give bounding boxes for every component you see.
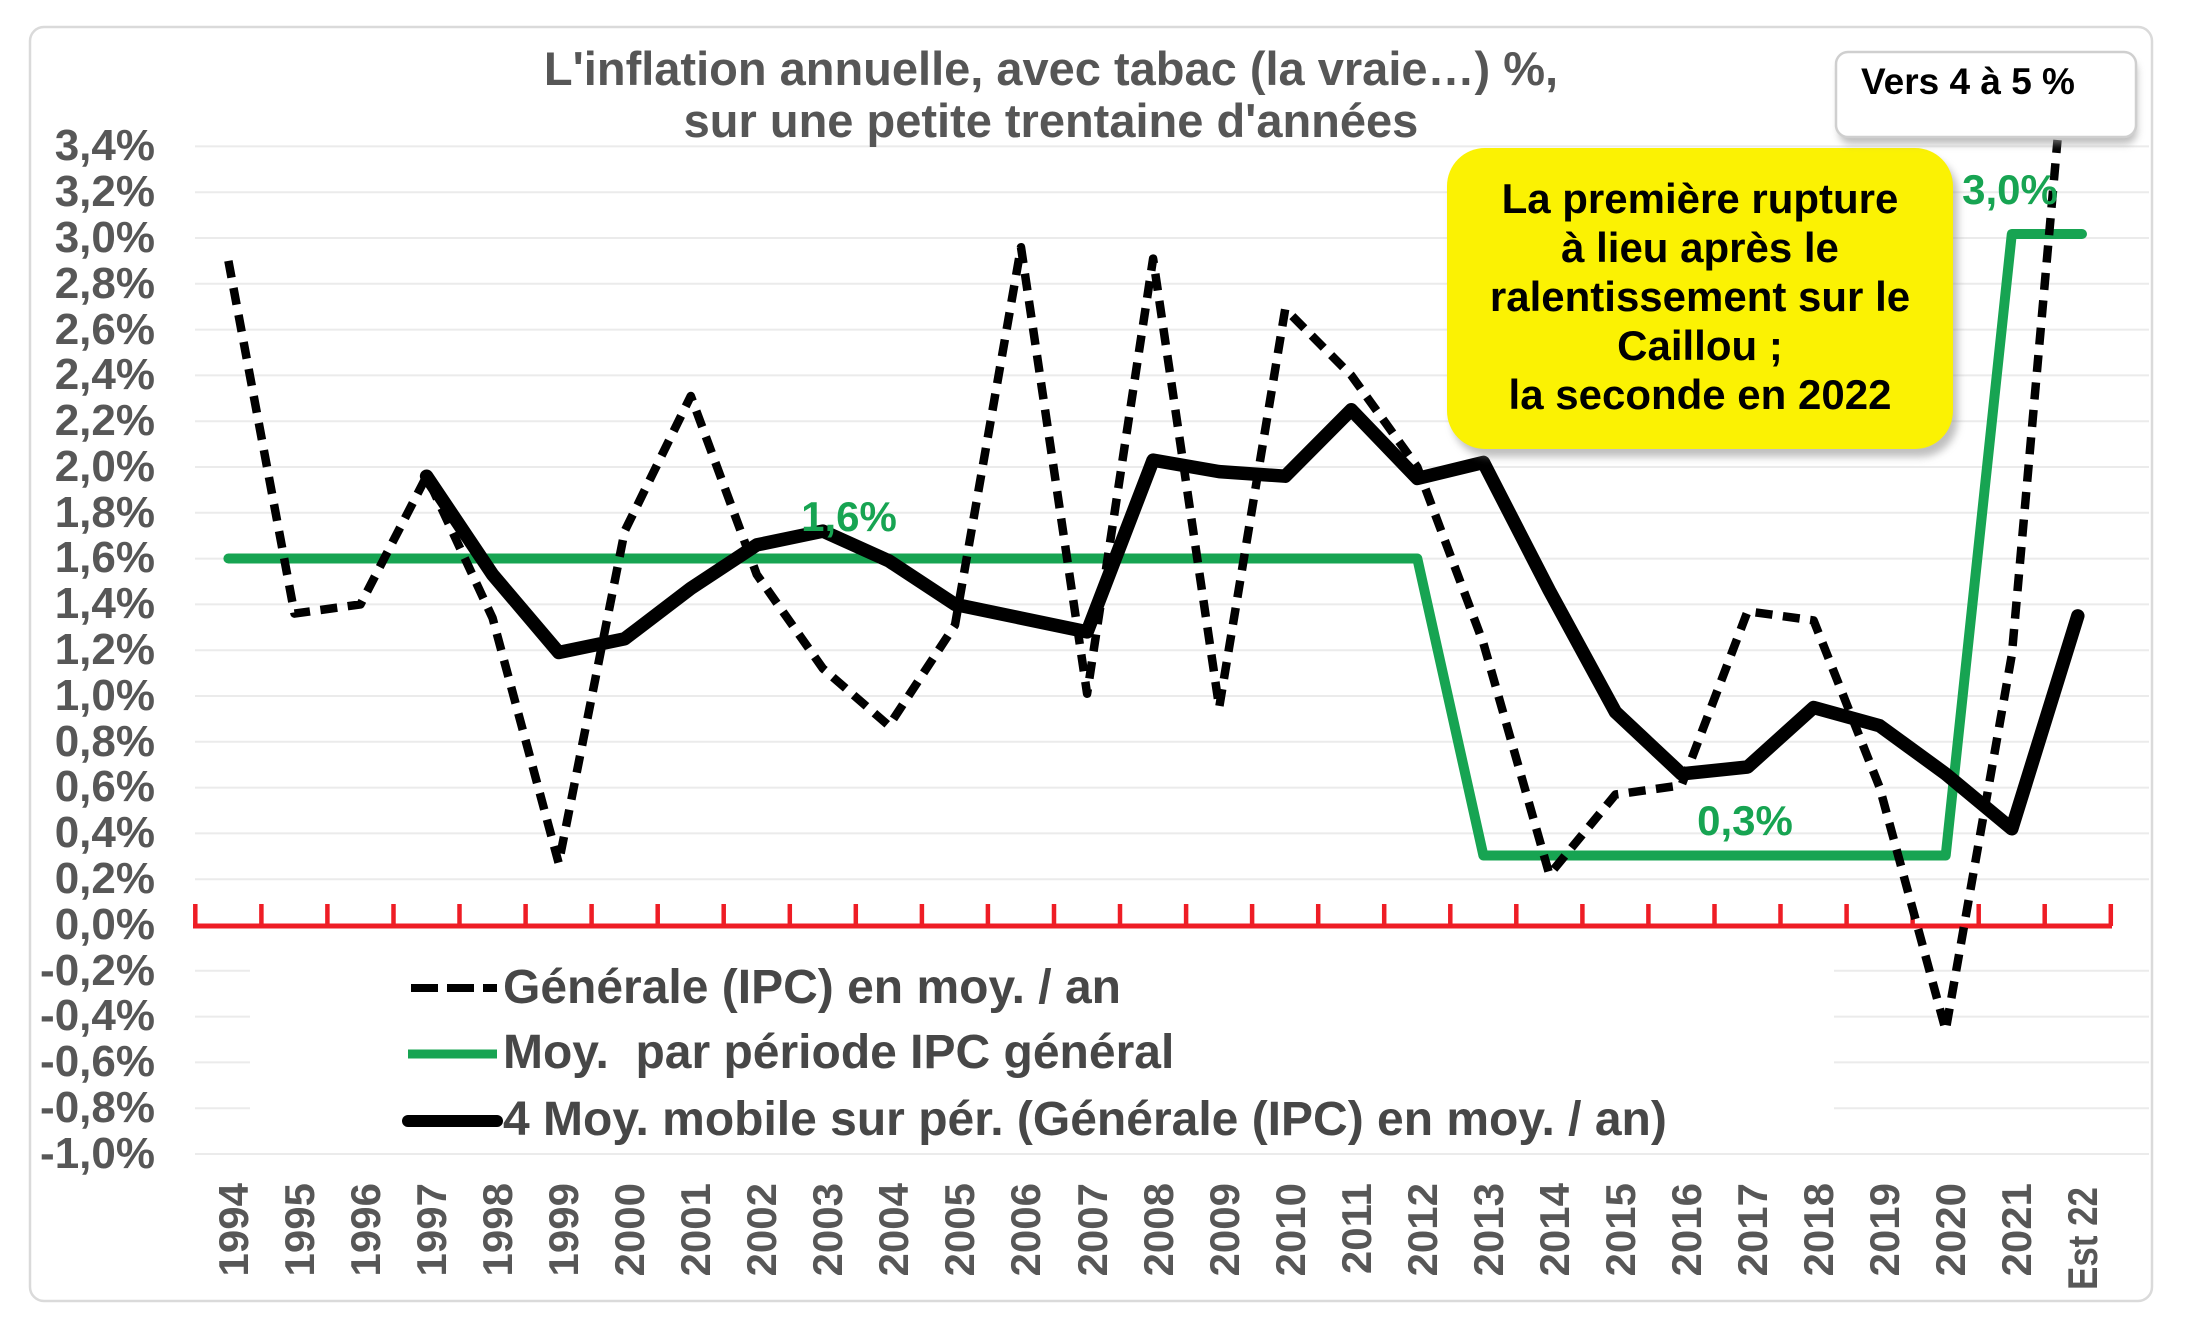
- svg-text:2014: 2014: [1531, 1182, 1578, 1276]
- svg-text:1998: 1998: [474, 1183, 521, 1276]
- svg-text:1996: 1996: [342, 1183, 389, 1276]
- svg-text:4 Moy. mobile sur pér. (Généra: 4 Moy. mobile sur pér. (Générale (IPC) e…: [503, 1093, 1667, 1146]
- svg-text:2007: 2007: [1069, 1183, 1116, 1276]
- svg-text:3,2%: 3,2%: [55, 167, 155, 216]
- svg-text:1995: 1995: [276, 1183, 323, 1276]
- svg-text:2005: 2005: [936, 1183, 983, 1276]
- svg-text:la seconde en 2022: la seconde en 2022: [1509, 371, 1892, 418]
- svg-text:3,4%: 3,4%: [55, 121, 155, 170]
- svg-text:2012: 2012: [1399, 1183, 1446, 1276]
- svg-text:-0,6%: -0,6%: [40, 1037, 155, 1086]
- svg-text:2001: 2001: [672, 1183, 719, 1276]
- svg-text:1,4%: 1,4%: [55, 579, 155, 628]
- svg-text:-0,8%: -0,8%: [40, 1083, 155, 1132]
- svg-text:2002: 2002: [738, 1183, 785, 1276]
- svg-text:1,2%: 1,2%: [55, 625, 155, 674]
- svg-text:1997: 1997: [408, 1183, 455, 1276]
- svg-text:-0,4%: -0,4%: [40, 991, 155, 1040]
- svg-text:0,6%: 0,6%: [55, 762, 155, 811]
- svg-text:La première rupture: La première rupture: [1502, 175, 1899, 222]
- svg-text:0,2%: 0,2%: [55, 854, 155, 903]
- svg-text:Est 22: Est 22: [2059, 1187, 2106, 1290]
- svg-text:2006: 2006: [1002, 1183, 1049, 1276]
- svg-text:-0,2%: -0,2%: [40, 946, 155, 995]
- svg-text:2017: 2017: [1729, 1183, 1776, 1276]
- svg-text:2,6%: 2,6%: [55, 305, 155, 354]
- svg-text:3,0%: 3,0%: [1962, 166, 2058, 213]
- svg-text:2019: 2019: [1861, 1183, 1908, 1276]
- svg-text:2004: 2004: [870, 1182, 917, 1276]
- svg-text:2018: 2018: [1795, 1183, 1842, 1276]
- svg-text:2,0%: 2,0%: [55, 442, 155, 491]
- svg-text:Vers 4 à 5 %: Vers 4 à 5 %: [1861, 61, 2075, 102]
- svg-text:Générale (IPC) en moy. / an: Générale (IPC) en moy. / an: [503, 961, 1121, 1014]
- svg-text:1999: 1999: [540, 1183, 587, 1276]
- svg-text:sur une petite trentaine d'ann: sur une petite trentaine d'années: [684, 94, 1419, 147]
- svg-text:1,6%: 1,6%: [801, 493, 897, 540]
- svg-text:1994: 1994: [210, 1182, 257, 1276]
- svg-text:Moy. par période IPC général: Moy. par période IPC général: [503, 1026, 1174, 1079]
- svg-text:2020: 2020: [1927, 1183, 1974, 1276]
- svg-text:2000: 2000: [606, 1183, 653, 1276]
- svg-text:2021: 2021: [1993, 1183, 2040, 1276]
- svg-text:2015: 2015: [1597, 1183, 1644, 1276]
- svg-text:2,8%: 2,8%: [55, 259, 155, 308]
- svg-text:à lieu après le: à lieu après le: [1561, 224, 1839, 271]
- svg-text:0,0%: 0,0%: [55, 900, 155, 949]
- svg-text:-1,0%: -1,0%: [40, 1129, 155, 1178]
- svg-text:2016: 2016: [1663, 1183, 1710, 1276]
- svg-text:Caillou ;: Caillou ;: [1617, 322, 1783, 369]
- svg-text:2010: 2010: [1267, 1183, 1314, 1276]
- svg-text:0,8%: 0,8%: [55, 717, 155, 766]
- svg-text:2,2%: 2,2%: [55, 396, 155, 445]
- svg-text:L'inflation annuelle, avec tab: L'inflation annuelle, avec tabac (la vra…: [544, 42, 1558, 95]
- svg-text:0,3%: 0,3%: [1697, 797, 1793, 844]
- svg-text:2011: 2011: [1333, 1183, 1380, 1274]
- svg-text:2008: 2008: [1135, 1183, 1182, 1276]
- svg-text:1,8%: 1,8%: [55, 488, 155, 537]
- svg-text:1,6%: 1,6%: [55, 533, 155, 582]
- svg-text:ralentissement sur le: ralentissement sur le: [1490, 273, 1910, 320]
- svg-text:2003: 2003: [804, 1183, 851, 1276]
- svg-text:1,0%: 1,0%: [55, 671, 155, 720]
- svg-text:2,4%: 2,4%: [55, 350, 155, 399]
- svg-text:2013: 2013: [1465, 1183, 1512, 1276]
- svg-text:0,4%: 0,4%: [55, 808, 155, 857]
- svg-text:3,0%: 3,0%: [55, 213, 155, 262]
- svg-text:2009: 2009: [1201, 1183, 1248, 1276]
